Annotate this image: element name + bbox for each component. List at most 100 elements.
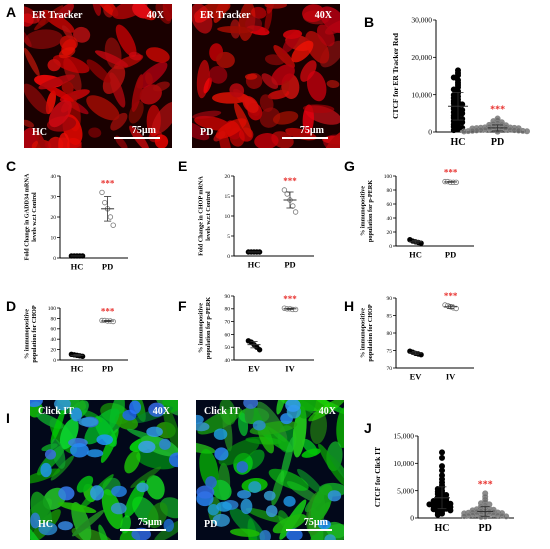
cell-shape bbox=[38, 74, 76, 90]
cell-shape bbox=[136, 61, 168, 89]
y-tick-label: 15,000 bbox=[393, 432, 414, 441]
nucleus-shape bbox=[205, 476, 217, 489]
data-point bbox=[110, 222, 116, 228]
y-tick-label: 80 bbox=[387, 188, 393, 194]
y-tick-label: 15 bbox=[225, 194, 231, 200]
cell-shape bbox=[261, 73, 279, 90]
chart-f-chop-hc-pd: 40 50 60 70 80 90 EV IV % immunopositivepopulati… bbox=[176, 288, 344, 400]
x-category-label: PD bbox=[491, 137, 504, 148]
cell-shape bbox=[84, 408, 120, 445]
cell-shape bbox=[88, 127, 102, 138]
cell-shape bbox=[318, 443, 344, 486]
cell-shape bbox=[131, 74, 144, 113]
x-category-label: PD bbox=[284, 260, 295, 270]
data-point bbox=[292, 209, 299, 215]
cell-shape bbox=[196, 59, 210, 99]
y-tick-label: 100 bbox=[384, 174, 393, 180]
nucleus-shape bbox=[240, 498, 253, 515]
nucleus-shape bbox=[216, 501, 232, 512]
data-point bbox=[107, 214, 114, 220]
cell-shape bbox=[273, 45, 295, 68]
x-category-label: EV bbox=[410, 372, 423, 382]
cell-shape bbox=[98, 524, 110, 540]
data-point bbox=[478, 513, 485, 520]
data-point bbox=[439, 454, 446, 461]
nucleus-shape bbox=[96, 434, 113, 446]
y-tick-label: 40 bbox=[51, 174, 57, 180]
significance-marker: *** bbox=[283, 294, 297, 304]
nucleus-shape bbox=[263, 490, 276, 501]
cell-shape bbox=[144, 72, 153, 86]
x-category-label: PD bbox=[102, 262, 113, 272]
y-tick-label: 100 bbox=[48, 306, 57, 312]
cell-shape bbox=[146, 475, 165, 500]
scale-bar-label: 75µm bbox=[131, 125, 156, 136]
y-tick-label: 0 bbox=[53, 256, 56, 262]
y-tick-label: 10,000 bbox=[393, 459, 414, 468]
cell-shape bbox=[34, 128, 48, 148]
data-point bbox=[79, 353, 86, 360]
cell-shape bbox=[272, 111, 299, 125]
cell-shape bbox=[120, 515, 131, 534]
y-axis-label: CTCF for Click IT bbox=[373, 447, 382, 507]
y-tick-label: 80 bbox=[51, 316, 57, 322]
data-point bbox=[99, 189, 105, 196]
cell-shape bbox=[97, 4, 119, 17]
chart-c-gadd34-mrna: 0 10 20 30 40 HC PD Fold Change in GADD34 mRNAl… bbox=[4, 168, 176, 294]
x-category-label: HC bbox=[451, 137, 466, 148]
data-point bbox=[439, 449, 446, 456]
cell-shape bbox=[208, 65, 228, 84]
scale-bar-label: 75µm bbox=[303, 517, 328, 528]
cell-shape bbox=[145, 47, 170, 63]
cell-shape bbox=[217, 26, 254, 34]
chart-g-p-perk-ev-iv: 0 20 40 60 80 100 HC PD % immunopositivepopulati… bbox=[342, 168, 520, 294]
x-category-label: PD bbox=[102, 364, 113, 374]
data-point bbox=[110, 318, 116, 325]
y-axis-label: CTCF for ER Tracker Red bbox=[391, 32, 400, 119]
cell-shape bbox=[316, 24, 335, 47]
panel-label-f: F bbox=[178, 298, 187, 314]
cell-shape bbox=[72, 509, 105, 537]
cell-shape bbox=[279, 80, 290, 96]
nucleus-shape bbox=[44, 449, 57, 460]
y-tick-label: 10,000 bbox=[411, 90, 432, 99]
y-tick-label: 70 bbox=[387, 366, 393, 372]
cell-shape bbox=[24, 83, 50, 115]
nucleus-shape bbox=[30, 400, 43, 408]
cell-shape bbox=[229, 528, 260, 537]
cell-shape bbox=[24, 47, 40, 77]
nucleus-shape bbox=[196, 422, 210, 432]
nucleus-shape bbox=[283, 496, 296, 507]
nucleus-shape bbox=[207, 504, 220, 516]
cell-shape bbox=[76, 475, 94, 493]
cell-shape bbox=[283, 29, 303, 39]
y-axis-label: % immunopositivepopulation for p-PERK bbox=[198, 297, 212, 359]
y-tick-label: 0 bbox=[428, 128, 432, 137]
y-tick-label: 80 bbox=[225, 307, 231, 313]
panel-label-c: C bbox=[6, 158, 17, 174]
y-tick-label: 90 bbox=[387, 296, 393, 302]
nucleus-shape bbox=[148, 402, 166, 417]
cell-shape bbox=[56, 4, 75, 20]
nucleus-shape bbox=[58, 486, 75, 501]
x-category-label: HC bbox=[409, 250, 422, 260]
cell-shape bbox=[192, 4, 213, 34]
cell-shape bbox=[132, 4, 151, 19]
stain-label: Click IT bbox=[204, 406, 240, 417]
x-category-label: EV bbox=[248, 364, 261, 374]
chart-j-ctcf-click-it: 0 5,000 10,000 15,000 HC PD CTCF for Click IT *… bbox=[360, 428, 544, 548]
cell-shape bbox=[24, 119, 35, 128]
cell-shape bbox=[329, 454, 344, 487]
cell-shape bbox=[152, 81, 170, 92]
y-tick-label: 0 bbox=[227, 254, 230, 260]
nucleus-shape bbox=[58, 521, 73, 531]
nucleus-shape bbox=[110, 502, 127, 515]
nucleus-shape bbox=[196, 485, 215, 499]
magnification-label: 40X bbox=[314, 10, 332, 21]
group-label: PD bbox=[200, 127, 214, 138]
cell-shape bbox=[306, 70, 327, 102]
stain-label: ER Tracker bbox=[200, 10, 251, 21]
y-tick-label: 90 bbox=[225, 294, 231, 300]
y-tick-label: 0 bbox=[410, 514, 414, 523]
cell-shape bbox=[300, 60, 317, 82]
